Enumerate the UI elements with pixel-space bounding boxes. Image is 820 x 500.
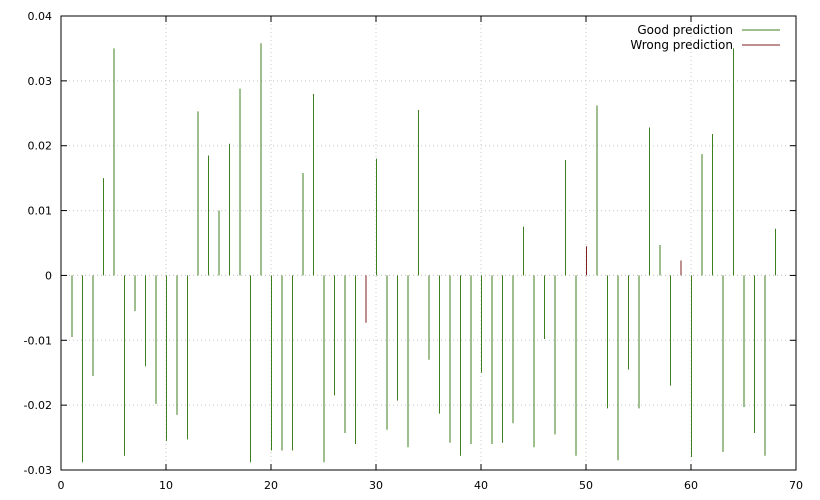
x-tick-label: 20 — [264, 479, 278, 492]
legend-label-wrong: Wrong prediction — [630, 38, 733, 52]
y-tick-label: 0.01 — [28, 205, 53, 218]
x-tick-label: 30 — [369, 479, 383, 492]
x-tick-label: 70 — [789, 479, 803, 492]
plot-border — [60, 15, 797, 471]
legend: Good prediction Wrong prediction — [630, 23, 780, 52]
ticks: 0 10 20 30 40 50 60 70 -0.03 -0.02 -0.01 0 0.01 0.02 0… — [24, 10, 803, 492]
y-tick-label: -0.03 — [24, 464, 52, 477]
x-tick-label: 60 — [684, 479, 698, 492]
y-tick-label: -0.01 — [24, 334, 52, 347]
impulses — [71, 43, 776, 463]
y-tick-label: 0 — [45, 269, 52, 282]
x-tick-label: 50 — [579, 479, 593, 492]
x-tick-label: 10 — [159, 479, 173, 492]
y-tick-label: 0.02 — [28, 140, 53, 153]
legend-label-good: Good prediction — [637, 23, 733, 37]
x-tick-label: 0 — [58, 479, 65, 492]
x-tick-label: 40 — [474, 479, 488, 492]
grid — [61, 16, 796, 470]
y-tick-label: 0.03 — [28, 75, 53, 88]
y-tick-label: -0.02 — [24, 399, 52, 412]
y-tick-label: 0.04 — [28, 10, 53, 23]
